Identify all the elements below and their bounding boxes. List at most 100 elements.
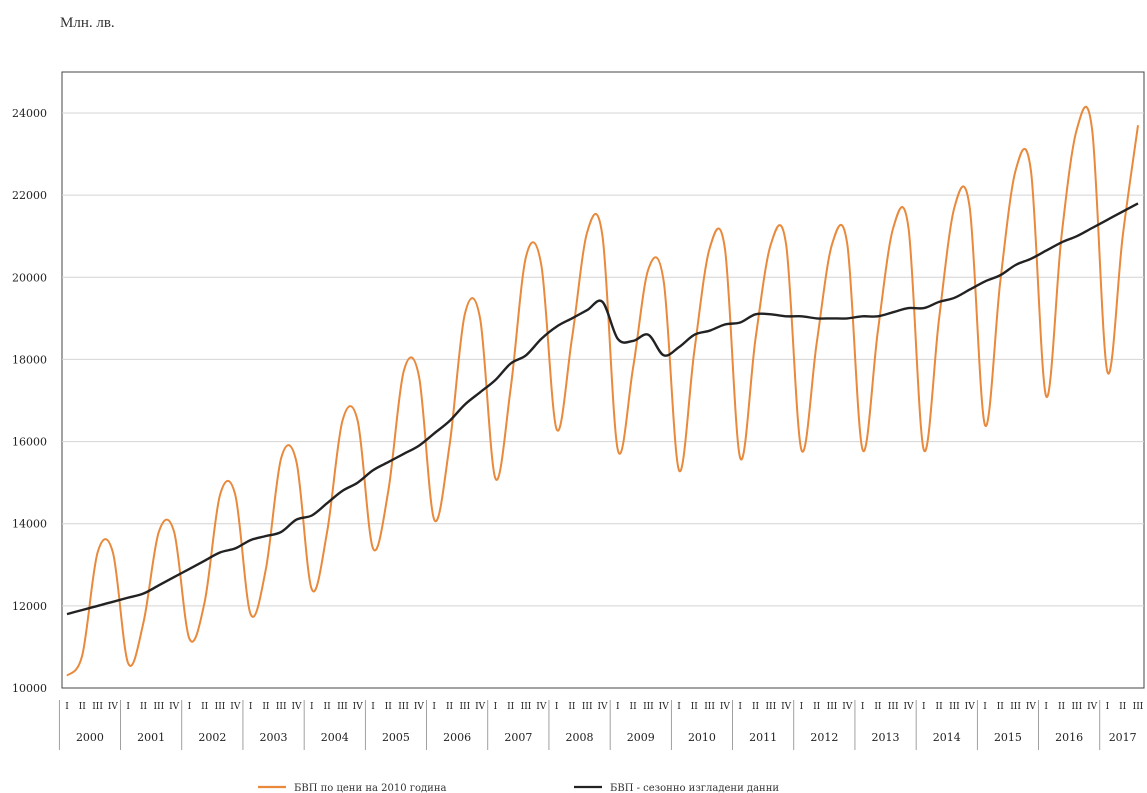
x-quarter-label: I bbox=[65, 702, 69, 712]
x-quarter-label: II bbox=[140, 702, 148, 712]
x-quarter-label: III bbox=[153, 702, 164, 712]
x-quarter-label: IV bbox=[781, 702, 792, 712]
x-year-label: 2015 bbox=[994, 731, 1022, 744]
x-quarter-label: I bbox=[800, 702, 804, 712]
x-quarter-label: II bbox=[630, 702, 638, 712]
x-quarter-label: I bbox=[1106, 702, 1110, 712]
plot-area bbox=[61, 71, 1145, 689]
x-year-label: 2002 bbox=[198, 731, 226, 744]
x-year-label: 2000 bbox=[76, 731, 104, 744]
x-quarter-label: III bbox=[704, 702, 715, 712]
x-quarter-label: IV bbox=[291, 702, 302, 712]
y-axis-ticks: 10000 12000 14000 16000 18000 20000 22000 24000 bbox=[12, 107, 47, 695]
x-quarter-label: I bbox=[555, 702, 559, 712]
x-quarter-label: III bbox=[215, 702, 226, 712]
x-quarter-label: II bbox=[1119, 702, 1127, 712]
x-year-label: 2004 bbox=[321, 731, 349, 744]
legend-label: БВП - сезонно изгладени данни bbox=[610, 783, 779, 793]
x-quarter-label: III bbox=[1071, 702, 1082, 712]
x-year-label: 2017 bbox=[1109, 731, 1137, 744]
x-year-label: 2016 bbox=[1055, 731, 1083, 744]
x-quarter-label: II bbox=[385, 702, 393, 712]
x-quarter-label: IV bbox=[108, 702, 119, 712]
legend-label: БВП по цени на 2010 година bbox=[294, 783, 446, 793]
y-tick-label: 16000 bbox=[12, 436, 47, 449]
legend: БВП по цени на 2010 година БВП - сезонно … bbox=[258, 783, 779, 793]
x-quarter-label: III bbox=[1010, 702, 1021, 712]
x-quarter-label: IV bbox=[1087, 702, 1098, 712]
x-quarter-label: IV bbox=[475, 702, 486, 712]
x-quarter-label: IV bbox=[353, 702, 364, 712]
x-quarter-label: IV bbox=[842, 702, 853, 712]
x-quarter-label: IV bbox=[965, 702, 976, 712]
x-quarter-label: I bbox=[188, 702, 192, 712]
x-quarter-label: III bbox=[1133, 702, 1144, 712]
x-quarter-label: I bbox=[861, 702, 865, 712]
x-quarter-label: I bbox=[432, 702, 436, 712]
x-quarter-label: I bbox=[249, 702, 253, 712]
x-quarter-label: II bbox=[1058, 702, 1066, 712]
x-quarter-label: III bbox=[765, 702, 776, 712]
x-quarter-label: IV bbox=[659, 702, 670, 712]
x-quarter-label: III bbox=[459, 702, 470, 712]
x-quarter-label: II bbox=[874, 702, 882, 712]
x-quarter-label: III bbox=[276, 702, 287, 712]
x-quarter-label: I bbox=[677, 702, 681, 712]
x-quarter-label: III bbox=[92, 702, 103, 712]
x-quarter-label: II bbox=[446, 702, 454, 712]
x-quarter-label: II bbox=[936, 702, 944, 712]
x-quarter-label: I bbox=[922, 702, 926, 712]
x-year-label: 2009 bbox=[627, 731, 655, 744]
x-quarter-label: IV bbox=[597, 702, 608, 712]
y-axis-unit-label: Млн. лв. bbox=[60, 15, 115, 31]
y-tick-label: 14000 bbox=[12, 518, 47, 531]
x-quarter-label: IV bbox=[1026, 702, 1037, 712]
x-quarter-label: II bbox=[813, 702, 821, 712]
x-quarter-label: IV bbox=[903, 702, 914, 712]
x-quarter-label: III bbox=[643, 702, 654, 712]
x-year-label: 2013 bbox=[872, 731, 900, 744]
x-year-label: 2011 bbox=[749, 731, 777, 744]
x-quarter-label: IV bbox=[230, 702, 241, 712]
x-year-label: 2006 bbox=[443, 731, 471, 744]
y-tick-label: 24000 bbox=[12, 107, 47, 120]
x-quarter-label: I bbox=[616, 702, 620, 712]
x-year-label: 2008 bbox=[566, 731, 594, 744]
x-quarter-label: III bbox=[949, 702, 960, 712]
x-quarter-label: II bbox=[79, 702, 87, 712]
y-tick-label: 22000 bbox=[12, 189, 47, 202]
x-year-label: 2003 bbox=[260, 731, 288, 744]
x-year-label: 2012 bbox=[810, 731, 838, 744]
x-axis: I II III IV I II III IV I II III IV I II III IV I II III IV… bbox=[58, 700, 1144, 750]
x-quarter-label: II bbox=[507, 702, 515, 712]
y-tick-label: 20000 bbox=[12, 271, 47, 284]
x-quarter-label: I bbox=[983, 702, 987, 712]
x-quarter-label: III bbox=[337, 702, 348, 712]
series-line-2 bbox=[66, 202, 1139, 616]
y-tick-label: 10000 bbox=[12, 682, 47, 695]
x-quarter-label: III bbox=[582, 702, 593, 712]
x-quarter-label: I bbox=[371, 702, 375, 712]
x-quarter-label: IV bbox=[169, 702, 180, 712]
x-quarter-label: II bbox=[568, 702, 576, 712]
x-quarter-label: III bbox=[888, 702, 899, 712]
x-year-label: 2001 bbox=[137, 731, 165, 744]
x-quarter-label: II bbox=[201, 702, 209, 712]
series-line-1 bbox=[66, 105, 1139, 677]
x-quarter-label: II bbox=[324, 702, 332, 712]
x-year-label: 2005 bbox=[382, 731, 410, 744]
x-year-label: 2010 bbox=[688, 731, 716, 744]
x-quarter-label: II bbox=[752, 702, 760, 712]
gridlines bbox=[62, 112, 1144, 607]
x-quarter-label: IV bbox=[720, 702, 731, 712]
x-quarter-label: III bbox=[521, 702, 532, 712]
x-quarter-label: IV bbox=[536, 702, 547, 712]
y-tick-label: 18000 bbox=[12, 353, 47, 366]
x-quarter-label: I bbox=[126, 702, 130, 712]
x-quarter-label: I bbox=[494, 702, 498, 712]
x-quarter-label: III bbox=[827, 702, 838, 712]
x-quarter-label: I bbox=[310, 702, 314, 712]
x-year-label: 2007 bbox=[504, 731, 532, 744]
series-lines bbox=[66, 105, 1139, 677]
